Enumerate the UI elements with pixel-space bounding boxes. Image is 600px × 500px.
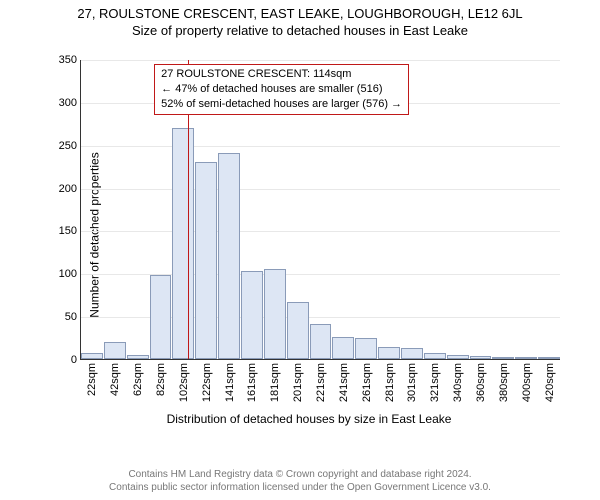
gridline bbox=[81, 189, 560, 190]
x-axis-label: Distribution of detached houses by size … bbox=[44, 412, 574, 426]
histogram-bar bbox=[310, 324, 332, 359]
x-tick-label: 181sqm bbox=[269, 359, 281, 402]
x-tick-label: 221sqm bbox=[315, 359, 327, 402]
x-tick-label: 22sqm bbox=[86, 359, 98, 396]
x-tick-label: 301sqm bbox=[406, 359, 418, 402]
x-tick-label: 82sqm bbox=[155, 359, 167, 396]
y-tick-label: 100 bbox=[59, 268, 81, 280]
chart-container: Number of detached properties 0501001502… bbox=[44, 50, 574, 420]
gridline bbox=[81, 146, 560, 147]
plot-area: 05010015020025030035022sqm42sqm62sqm82sq… bbox=[80, 60, 560, 360]
x-tick-label: 141sqm bbox=[224, 359, 236, 402]
y-tick-label: 250 bbox=[59, 140, 81, 152]
gridline bbox=[81, 231, 560, 232]
footer-line-2: Contains public sector information licen… bbox=[0, 481, 600, 494]
x-tick-label: 420sqm bbox=[544, 359, 556, 402]
x-tick-label: 380sqm bbox=[498, 359, 510, 402]
histogram-bar bbox=[241, 271, 263, 359]
y-tick-label: 0 bbox=[71, 354, 81, 366]
histogram-bar bbox=[287, 302, 309, 359]
x-tick-label: 62sqm bbox=[132, 359, 144, 396]
histogram-bar bbox=[378, 347, 400, 359]
x-tick-label: 281sqm bbox=[384, 359, 396, 402]
x-tick-label: 42sqm bbox=[109, 359, 121, 396]
x-tick-label: 340sqm bbox=[452, 359, 464, 402]
x-tick-label: 201sqm bbox=[292, 359, 304, 402]
histogram-bar bbox=[150, 275, 172, 359]
gridline bbox=[81, 60, 560, 61]
histogram-bar bbox=[218, 153, 240, 359]
x-tick-label: 161sqm bbox=[246, 359, 258, 402]
x-tick-label: 122sqm bbox=[201, 359, 213, 402]
histogram-bar bbox=[401, 348, 423, 359]
x-tick-label: 360sqm bbox=[475, 359, 487, 402]
x-tick-label: 241sqm bbox=[338, 359, 350, 402]
x-tick-label: 400sqm bbox=[521, 359, 533, 402]
footer-line-1: Contains HM Land Registry data © Crown c… bbox=[0, 468, 600, 481]
page-subtitle: Size of property relative to detached ho… bbox=[0, 21, 600, 38]
histogram-bar bbox=[104, 342, 126, 359]
copyright-footer: Contains HM Land Registry data © Crown c… bbox=[0, 468, 600, 494]
y-tick-label: 150 bbox=[59, 225, 81, 237]
annotation-line: 27 ROULSTONE CRESCENT: 114sqm bbox=[161, 67, 402, 82]
x-tick-label: 261sqm bbox=[361, 359, 373, 402]
annotation-line: 52% of semi-detached houses are larger (… bbox=[161, 97, 402, 112]
y-tick-label: 50 bbox=[65, 311, 81, 323]
y-tick-label: 300 bbox=[59, 97, 81, 109]
x-tick-label: 102sqm bbox=[178, 359, 190, 402]
histogram-bar bbox=[172, 128, 194, 359]
y-tick-label: 350 bbox=[59, 54, 81, 66]
histogram-bar bbox=[264, 269, 286, 359]
x-tick-label: 321sqm bbox=[429, 359, 441, 402]
page-title: 27, ROULSTONE CRESCENT, EAST LEAKE, LOUG… bbox=[0, 0, 600, 21]
histogram-bar bbox=[195, 162, 217, 359]
annotation-box: 27 ROULSTONE CRESCENT: 114sqm← 47% of de… bbox=[154, 64, 409, 115]
histogram-bar bbox=[332, 337, 354, 359]
histogram-bar bbox=[355, 338, 377, 359]
annotation-line: ← 47% of detached houses are smaller (51… bbox=[161, 82, 402, 97]
y-tick-label: 200 bbox=[59, 183, 81, 195]
